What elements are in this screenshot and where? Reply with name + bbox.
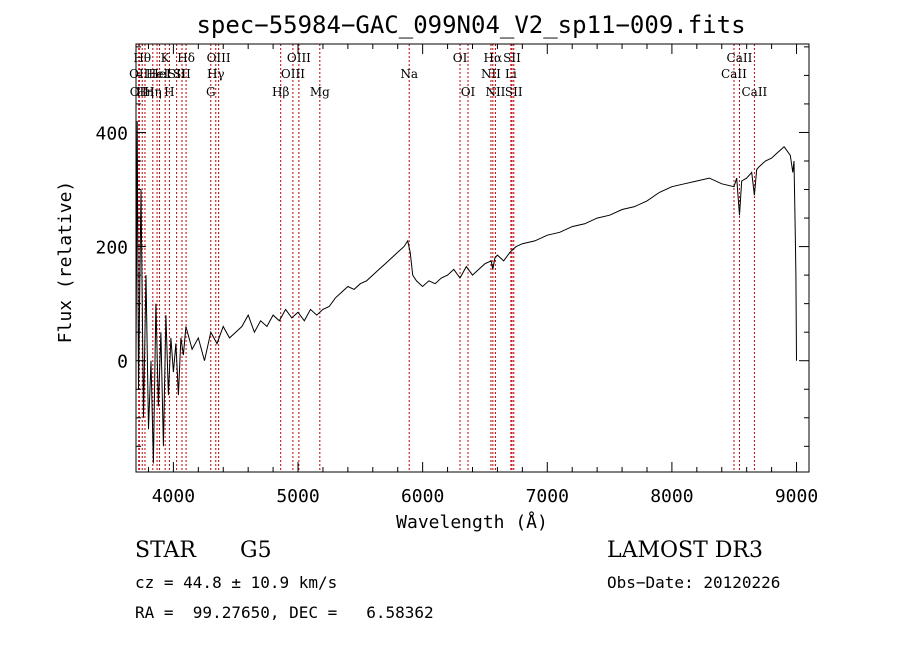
- x-tick-label-3: 7000: [526, 486, 569, 507]
- observation-date: Obs−Date: 20120226: [607, 573, 781, 592]
- line-label-25: Li: [505, 67, 517, 81]
- line-label-7: K: [161, 51, 171, 65]
- spectral-line-labels: OIIOIIHθHηHηHeIHeIKHSIISIIHδGHγOIIIHβOII…: [129, 51, 767, 99]
- chart-title: spec−55984−GAC_099N04_V2_sp11−009.fits: [196, 11, 745, 39]
- line-label-3: Hη: [136, 85, 154, 99]
- redshift-velocity: cz = 44.8 ± 10.9 km/s: [135, 573, 338, 592]
- line-label-20: OI: [453, 51, 468, 65]
- line-label-24: NII: [485, 85, 505, 99]
- line-label-23: Hα: [484, 51, 503, 65]
- x-tick-label-1: 5000: [276, 486, 319, 507]
- line-label-27: SII: [505, 85, 523, 99]
- y-axis-ticks: 0 200 400: [95, 46, 809, 447]
- line-label-5: HeI: [146, 67, 169, 81]
- x-tick-label-2: 6000: [401, 486, 444, 507]
- spectral-line-markers: [138, 44, 755, 472]
- line-label-8: H: [164, 85, 174, 99]
- y-tick-label-1: 200: [95, 238, 128, 259]
- x-axis-label: Wavelength (Å): [396, 511, 548, 533]
- line-label-12: G: [206, 85, 216, 99]
- line-label-6: HeI: [148, 67, 171, 81]
- line-label-9: SII: [168, 67, 186, 81]
- object-class: STAR: [135, 538, 196, 563]
- line-label-0: OII: [129, 67, 149, 81]
- line-label-2: Hθ: [133, 51, 151, 65]
- line-label-17: OIII: [287, 51, 311, 65]
- line-label-28: CaII: [721, 67, 747, 81]
- y-tick-label-0: 0: [117, 352, 128, 373]
- coordinates: RA = 99.27650, DEC = 6.58362: [135, 603, 434, 622]
- line-label-30: CaII: [741, 85, 767, 99]
- survey-label: LAMOST DR3: [607, 538, 763, 563]
- line-label-22: NII: [481, 67, 501, 81]
- y-tick-label-2: 400: [95, 123, 128, 144]
- line-label-10: SII: [173, 67, 191, 81]
- line-label-26: SII: [503, 51, 521, 65]
- object-subclass: G5: [240, 538, 272, 563]
- plot-frame: [135, 43, 810, 473]
- line-label-11: Hδ: [177, 51, 195, 65]
- line-label-13: Hγ: [207, 67, 225, 81]
- line-label-14: OIII: [207, 51, 231, 65]
- line-label-15: Hβ: [272, 85, 289, 99]
- y-axis-label: Flux (relative): [55, 181, 76, 344]
- x-tick-label-5: 9000: [775, 486, 818, 507]
- x-tick-label-4: 8000: [650, 486, 693, 507]
- line-label-1: OII: [130, 85, 150, 99]
- line-label-21: OI: [461, 85, 476, 99]
- line-label-29: CaII: [727, 51, 753, 65]
- line-label-19: Na: [400, 67, 418, 81]
- x-axis-ticks: 4000 5000 6000 7000 8000 9000: [147, 44, 818, 507]
- line-label-18: Mg: [310, 85, 330, 99]
- line-label-4: Hη: [144, 85, 162, 99]
- spectrum-line: [135, 120, 797, 464]
- line-label-16: OIII: [281, 67, 305, 81]
- x-tick-label-0: 4000: [152, 486, 195, 507]
